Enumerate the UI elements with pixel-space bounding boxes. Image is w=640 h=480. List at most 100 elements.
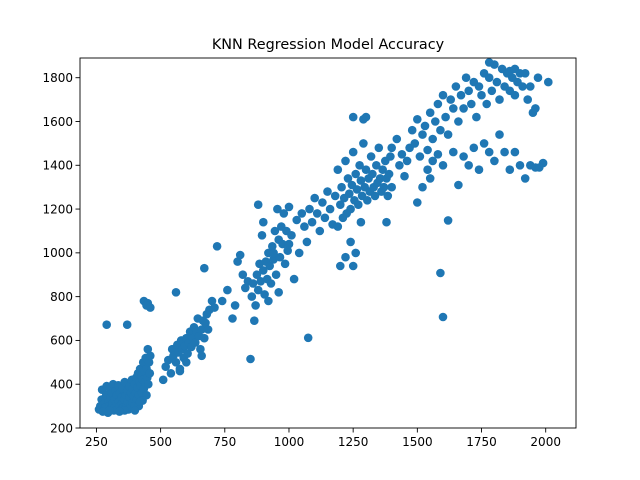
- data-point: [284, 202, 294, 212]
- data-point: [472, 112, 481, 122]
- data-point: [407, 125, 417, 135]
- data-point: [449, 147, 458, 157]
- data-point: [337, 182, 346, 192]
- data-point: [346, 237, 355, 247]
- data-point: [273, 204, 282, 214]
- data-point: [454, 180, 463, 190]
- y-tick-label: 800: [50, 290, 73, 304]
- data-point: [203, 325, 213, 334]
- data-point: [433, 150, 443, 159]
- data-point: [260, 290, 269, 299]
- x-tick-label: 1250: [338, 435, 369, 449]
- data-point: [438, 161, 448, 170]
- data-point: [474, 82, 484, 91]
- data-point: [305, 204, 314, 214]
- data-point: [510, 147, 520, 157]
- data-point: [415, 152, 425, 161]
- x-tick-label: 500: [149, 435, 172, 449]
- data-point: [264, 296, 273, 306]
- data-point: [492, 77, 502, 87]
- data-point: [428, 134, 438, 144]
- data-point: [250, 316, 259, 326]
- data-point: [518, 82, 527, 91]
- data-point: [346, 204, 355, 214]
- data-point: [98, 407, 108, 416]
- data-point: [356, 176, 366, 185]
- data-point: [384, 169, 394, 179]
- data-point: [363, 196, 372, 205]
- data-point: [386, 152, 395, 161]
- data-point: [275, 252, 285, 262]
- data-point: [323, 187, 332, 196]
- data-point: [464, 161, 474, 170]
- data-point: [279, 209, 289, 218]
- data-point: [425, 174, 435, 183]
- data-point: [382, 217, 391, 227]
- data-point: [307, 217, 317, 227]
- data-point: [196, 344, 205, 354]
- data-point: [122, 320, 132, 330]
- data-point: [467, 99, 476, 109]
- axes-frame: [79, 57, 577, 429]
- data-point: [300, 222, 309, 231]
- data-point: [251, 301, 260, 310]
- data-point: [361, 165, 371, 174]
- data-point: [183, 349, 192, 358]
- data-point: [397, 150, 407, 159]
- data-point: [368, 169, 377, 179]
- data-point: [479, 139, 489, 148]
- data-point: [387, 182, 397, 192]
- y-tick-label: 400: [50, 378, 73, 392]
- data-point: [413, 198, 422, 207]
- data-point: [352, 185, 362, 194]
- data-point: [171, 288, 181, 297]
- data-point: [175, 366, 185, 376]
- data-point: [431, 117, 440, 126]
- data-point: [428, 156, 438, 166]
- data-point: [145, 369, 155, 378]
- data-point: [235, 250, 245, 260]
- data-point: [166, 369, 176, 378]
- data-point: [436, 125, 445, 135]
- data-point: [544, 77, 553, 87]
- data-point: [484, 147, 494, 157]
- data-point: [356, 217, 366, 227]
- data-point: [253, 200, 263, 209]
- data-point: [223, 285, 232, 295]
- data-point: [278, 239, 287, 249]
- data-point: [348, 147, 358, 157]
- data-point: [433, 99, 443, 109]
- data-point: [402, 156, 412, 166]
- data-point: [374, 143, 384, 153]
- data-point: [146, 351, 155, 361]
- y-tick-label: 200: [50, 421, 73, 435]
- data-point: [425, 108, 435, 117]
- data-point: [336, 261, 345, 271]
- data-point: [144, 358, 154, 367]
- data-point: [348, 112, 358, 122]
- data-point: [201, 318, 210, 328]
- data-point: [270, 226, 280, 236]
- data-point: [531, 104, 540, 113]
- x-tick-label: 1750: [466, 435, 497, 449]
- data-point: [456, 90, 466, 100]
- x-tick-label: 1500: [402, 435, 433, 449]
- data-point: [387, 143, 397, 153]
- data-point: [487, 86, 497, 96]
- data-point: [459, 104, 468, 113]
- data-point: [115, 407, 124, 416]
- data-point: [469, 143, 479, 153]
- y-tick-label: 1000: [42, 246, 73, 260]
- data-point: [287, 231, 296, 240]
- data-point: [330, 191, 340, 201]
- data-point: [500, 147, 509, 157]
- y-tick-label: 1600: [42, 115, 73, 129]
- chart-title: KNN Regression Model Accuracy: [212, 37, 445, 53]
- data-point: [395, 161, 404, 170]
- data-point: [436, 268, 445, 278]
- data-point: [217, 296, 227, 306]
- data-point: [191, 338, 200, 347]
- data-point: [446, 95, 456, 104]
- data-point: [454, 117, 463, 126]
- data-point: [449, 104, 458, 113]
